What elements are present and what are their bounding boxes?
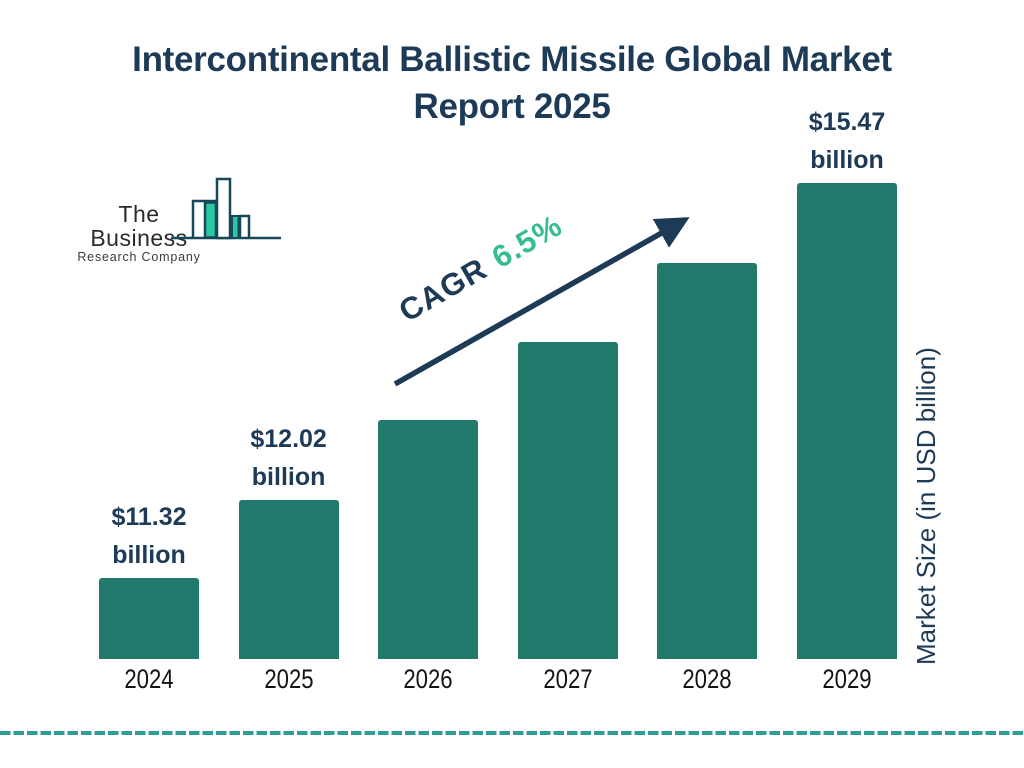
bar-2024: [99, 578, 199, 659]
value-label-line: $11.32: [111, 503, 187, 531]
value-label-line: billion: [810, 146, 884, 174]
x-axis-label-2029: 2029: [822, 664, 872, 694]
title-line-2: Report 2025: [413, 87, 611, 126]
bar-2025: [238, 500, 339, 659]
company-logo: The Business Research Company: [74, 176, 289, 264]
y-axis-label: Market Size (in USD billion): [911, 347, 941, 665]
bar-2028: [657, 263, 758, 659]
value-label-2025: $12.02 billion: [179, 420, 399, 496]
bar-chart-logo-icon: [171, 177, 281, 240]
bar-2026: [378, 420, 479, 659]
value-label-line: billion: [251, 463, 326, 491]
title-line-1: Intercontinental Ballistic Missile Globa…: [132, 40, 892, 79]
value-label-line: $12.02: [250, 425, 327, 453]
growth-arrow-icon: [393, 217, 690, 387]
bar-2027: [517, 342, 618, 659]
company-logo-text: The Business Research Company: [74, 202, 204, 265]
x-axis-label-2024: 2024: [124, 664, 174, 694]
value-label-line: billion: [112, 541, 186, 569]
x-axis-label-2026: 2026: [403, 664, 453, 694]
value-label-2029: $15.47 billion: [737, 103, 957, 179]
bottom-dashed-divider: [0, 731, 1024, 735]
x-axis-label-2027: 2027: [543, 664, 593, 694]
x-axis-label-2028: 2028: [682, 664, 733, 694]
x-axis-label-2025: 2025: [263, 664, 314, 694]
value-label-2024: $11.32 billion: [39, 498, 259, 574]
page-title: Intercontinental Ballistic Missile Globa…: [0, 36, 1024, 130]
bar-2029: [797, 183, 897, 659]
logo-name-line2: Research Company: [77, 250, 201, 264]
value-label-line: $15.47: [808, 108, 886, 136]
